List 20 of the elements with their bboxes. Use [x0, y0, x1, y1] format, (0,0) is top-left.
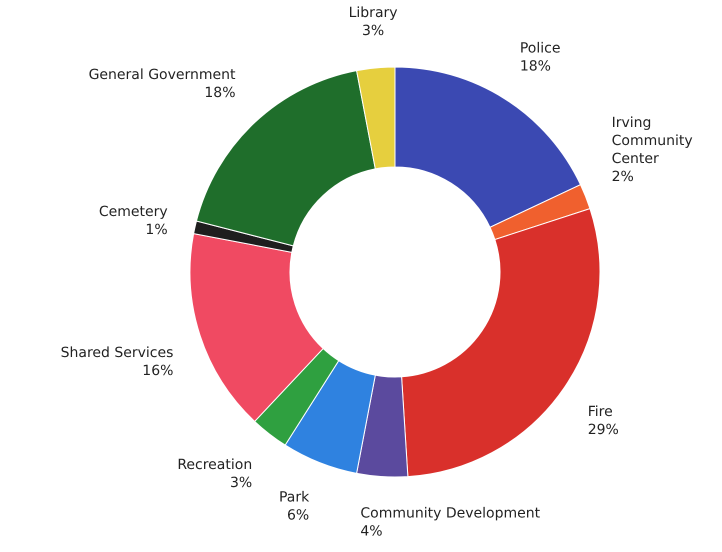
- data-label: 18%: [204, 85, 236, 102]
- data-label: 3%: [362, 23, 384, 40]
- data-label: 16%: [142, 363, 174, 379]
- slice-label: General Government: [88, 67, 236, 84]
- data-label: 18%: [520, 58, 551, 74]
- slice-label: Library: [348, 5, 398, 22]
- slice-label: Recreation: [177, 457, 252, 474]
- data-label: 3%: [230, 475, 252, 492]
- data-label: 1%: [145, 222, 168, 238]
- slice-label: Irving Community Center: [612, 115, 693, 168]
- data-label: 29%: [588, 422, 619, 438]
- slice-label: Shared Services: [60, 345, 174, 361]
- slice-label: Fire: [588, 404, 613, 420]
- data-label: 6%: [287, 508, 310, 524]
- data-label: 2%: [612, 169, 634, 186]
- slice-label: Cemetery: [98, 204, 168, 220]
- slice-label: Park: [278, 490, 310, 506]
- data-label: 4%: [360, 524, 383, 540]
- slice-label: Police: [520, 40, 560, 56]
- slice-label: Community Development: [360, 506, 541, 522]
